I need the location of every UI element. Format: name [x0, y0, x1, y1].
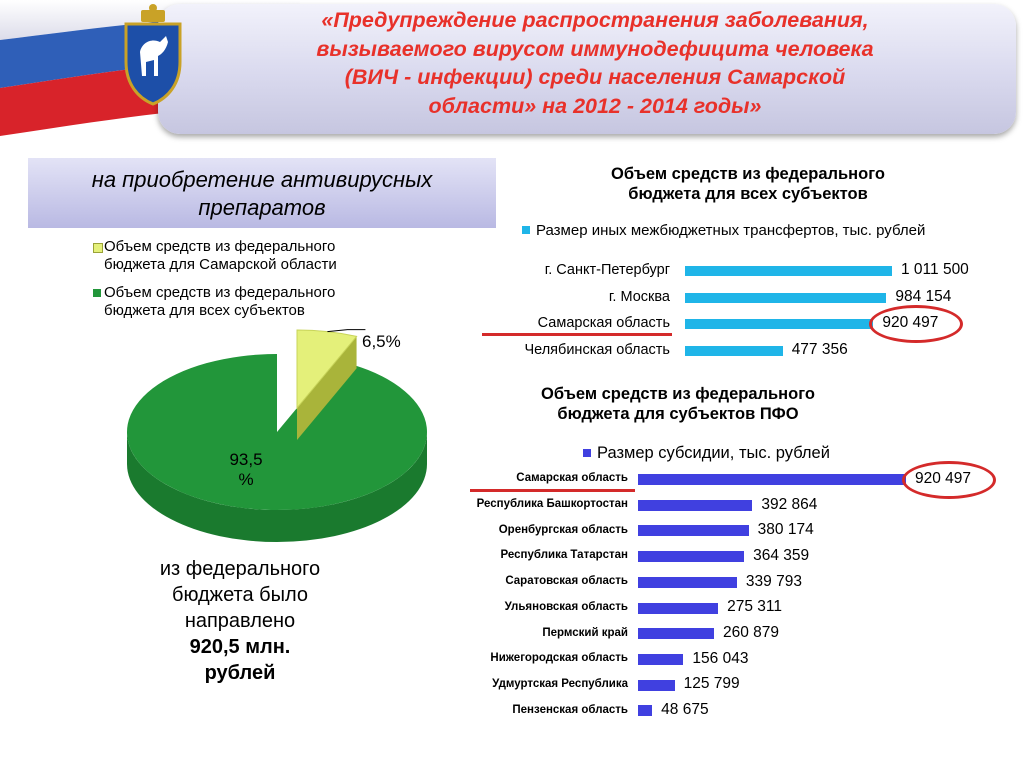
- value-label: 392 864: [761, 495, 818, 513]
- value-label: 125 799: [683, 675, 740, 693]
- bar: [685, 345, 783, 356]
- chart-title-line: Объем средств из федерального: [541, 385, 815, 403]
- summary-amount: 920,5 млн.: [189, 636, 291, 658]
- section-subtitle: на приобретение антивирусных препаратов: [28, 158, 496, 228]
- bar: [638, 499, 753, 511]
- legend-text: Размер иных межбюджетных трансфертов, ты…: [536, 222, 926, 239]
- value-label: 380 174: [757, 521, 814, 539]
- category-label: Пермский край: [542, 626, 628, 639]
- highlight-underline: [470, 488, 635, 492]
- pie-slice-side-all-subjects: [127, 432, 427, 542]
- highlight-circle: [869, 305, 964, 343]
- header: «Предупреждение распространения заболева…: [0, 0, 1024, 142]
- category-label: Удмуртская Республика: [492, 677, 628, 690]
- category-label: Самарская область: [537, 315, 670, 331]
- legend-swatch: [93, 289, 101, 297]
- subtitle-line: на приобретение антивирусных: [91, 167, 433, 192]
- value-label: 477 356: [791, 340, 848, 358]
- summary-amount-unit: рублей: [204, 662, 276, 684]
- legend-swatch: [522, 226, 530, 234]
- chart-title-line: Объем средств из федерального: [611, 165, 885, 183]
- subtitle-line: препаратов: [198, 195, 326, 220]
- title-line: «Предупреждение распространения заболева…: [321, 8, 869, 32]
- category-label: Республика Башкортостан: [476, 498, 628, 511]
- value-label: 156 043: [692, 649, 749, 667]
- category-label: Оренбургская область: [498, 523, 628, 536]
- summary-line: из федерального: [159, 558, 321, 580]
- chart-title-line: бюджета для всех субъектов: [628, 185, 868, 203]
- chart-legend-federal: Размер иных межбюджетных трансфертов, ты…: [522, 222, 925, 239]
- value-label: 339 793: [745, 572, 802, 590]
- chart-title-federal: Объем средств из федерального бюджета дл…: [548, 164, 948, 204]
- pie-legend-item-all-subjects: Объем средств из федерального бюджета дл…: [93, 284, 336, 320]
- chart-title-line: бюджета для субъектов ПФО: [557, 405, 799, 423]
- pie-slice-all-subjects: [126, 354, 427, 510]
- category-label: Самарская область: [516, 472, 628, 485]
- bar: [685, 266, 892, 276]
- legend-swatch: [93, 243, 103, 253]
- pie-legend-item-samara: Объем средств из федерального бюджета дл…: [93, 238, 337, 274]
- category-label: Саратовская область: [505, 575, 628, 588]
- pie-slice-label-samara: 6,5%: [362, 332, 401, 351]
- bar: [685, 319, 874, 329]
- pie-slice-side-samara: [297, 336, 357, 440]
- bar: [638, 474, 906, 485]
- page-title: «Предупреждение распространения заболева…: [240, 6, 950, 120]
- value-label: 1 011 500: [901, 261, 969, 279]
- pie-value-text: 93,5: [229, 450, 263, 469]
- samara-coat-of-arms-icon: [124, 4, 182, 106]
- summary-text: из федерального бюджета было направлено …: [120, 556, 360, 686]
- pie-leader-line: [327, 329, 366, 333]
- bar: [638, 576, 737, 588]
- bar: [638, 628, 714, 640]
- legend-text: бюджета для Самарской области: [104, 256, 337, 273]
- value-label: 984 154: [895, 287, 952, 305]
- summary-line: направлено: [184, 610, 296, 632]
- pie-value-text: %: [238, 470, 254, 489]
- category-label: Республика Татарстан: [500, 549, 628, 562]
- bar: [638, 705, 653, 717]
- bar: [638, 602, 719, 614]
- bar: [685, 292, 887, 303]
- category-label: Пензенская область: [512, 703, 628, 716]
- title-banner: [158, 4, 1016, 134]
- highlight-underline: [482, 333, 672, 336]
- pie-chart: [126, 329, 427, 542]
- legend-text: Размер субсидии, тыс. рублей: [597, 444, 830, 462]
- category-label: Ульяновская область: [504, 600, 628, 613]
- bar: [638, 525, 749, 537]
- title-line: (ВИЧ - инфекции) среди населения Самарск…: [344, 65, 846, 89]
- value-label: 48 675: [661, 701, 709, 719]
- category-label: Нижегородская область: [490, 652, 628, 665]
- value-label: 364 359: [753, 546, 810, 564]
- category-label: г. Санкт-Петербург: [544, 262, 670, 278]
- bar: [638, 551, 745, 563]
- value-label: 275 311: [727, 598, 783, 616]
- category-label: г. Москва: [608, 288, 670, 305]
- bar: [638, 653, 684, 665]
- legend-text: Объем средств из федерального: [104, 238, 336, 255]
- value-label: 260 879: [722, 624, 779, 642]
- category-label: Челябинская область: [524, 341, 670, 358]
- highlight-circle: [902, 460, 996, 499]
- chart-legend-pfo: Размер субсидии, тыс. рублей: [583, 444, 830, 463]
- title-line: области» на 2012 - 2014 годы»: [428, 93, 762, 118]
- bar: [638, 679, 675, 691]
- legend-text: Объем средств из федерального: [104, 284, 336, 301]
- legend-text: бюджета для всех субъектов: [104, 302, 305, 319]
- chart-title-pfo: Объем средств из федерального бюджета дл…: [478, 384, 878, 424]
- title-line: вызываемого вирусом иммунодефицита челов…: [316, 36, 874, 61]
- summary-line: бюджета было: [172, 584, 308, 606]
- legend-swatch: [583, 449, 591, 457]
- pie-slice-samara: [296, 329, 358, 410]
- pie-slice-label-all-subjects: 93,5 %: [226, 450, 266, 490]
